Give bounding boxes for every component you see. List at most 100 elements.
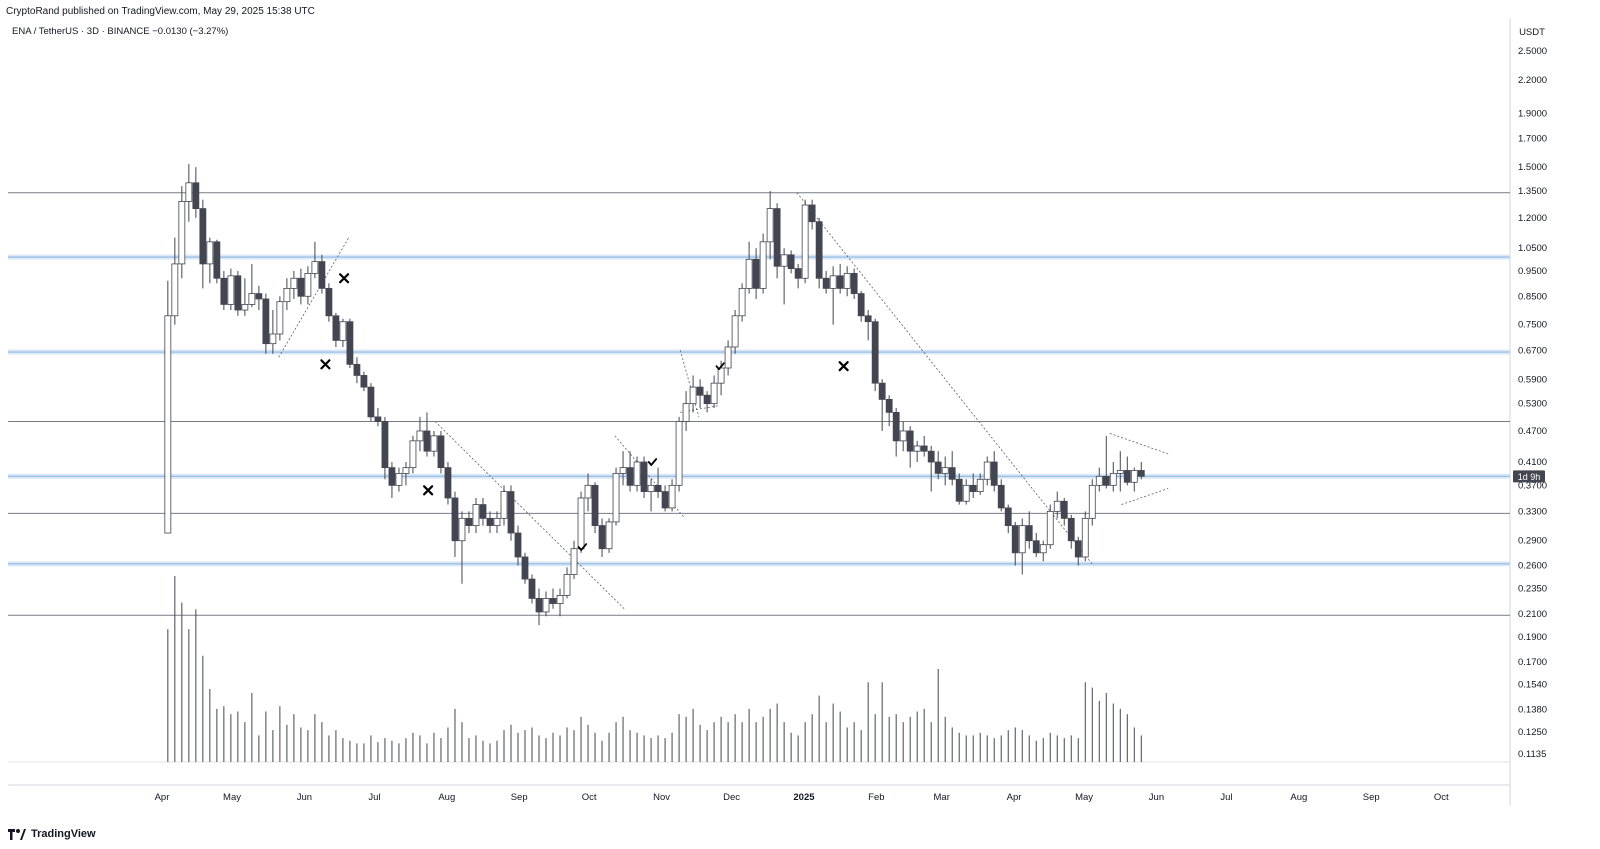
x-tick-label: Jul <box>368 792 380 803</box>
candle-body-49 <box>507 491 515 534</box>
candle-body-77 <box>703 394 711 405</box>
candle-body-120 <box>1004 507 1012 526</box>
candle-114 <box>962 479 970 505</box>
candle-body-9 <box>227 275 235 305</box>
candle-31 <box>381 416 389 480</box>
candle-body-105 <box>899 430 907 442</box>
candle-body-137 <box>1123 470 1131 483</box>
x-tick-label: Sep <box>1363 792 1380 803</box>
candle-94 <box>822 270 830 294</box>
candle-body-93 <box>815 221 823 279</box>
candle-body-2 <box>178 201 186 265</box>
candle-16 <box>276 296 284 341</box>
candle-26 <box>346 318 354 368</box>
candle-body-117 <box>983 461 991 480</box>
candle-body-60 <box>584 484 592 499</box>
candle-36 <box>416 416 424 452</box>
y-tick-label: 0.3300 <box>1518 506 1547 517</box>
candle-97 <box>843 266 851 297</box>
y-tick-label: 1.2000 <box>1518 213 1547 224</box>
candle-87 <box>773 203 781 279</box>
candle-body-57 <box>563 574 571 596</box>
candle-37 <box>423 412 431 457</box>
candle-28 <box>360 371 368 392</box>
candle-107 <box>913 440 921 463</box>
symbol-info: ENA / TetherUS · 3D · BINANCE −0.0130 (−… <box>12 26 229 37</box>
candle-body-118 <box>990 461 998 486</box>
candle-body-75 <box>689 386 697 405</box>
candle-body-64 <box>612 472 620 523</box>
candle-13 <box>255 285 263 311</box>
candle-63 <box>605 518 613 553</box>
candle-body-20 <box>304 272 312 297</box>
candle-body-62 <box>598 525 606 550</box>
candle-138 <box>1130 467 1138 492</box>
candle-91 <box>801 199 809 284</box>
candle-3 <box>185 164 193 222</box>
candle-body-103 <box>885 398 893 413</box>
candle-78 <box>710 375 718 408</box>
candle-body-125 <box>1039 544 1047 554</box>
candle-body-76 <box>696 386 704 396</box>
candle-body-122 <box>1018 525 1026 554</box>
y-tick-label: 0.3700 <box>1518 480 1547 491</box>
candle-20 <box>304 266 312 305</box>
candle-25 <box>339 318 347 347</box>
candle-body-42 <box>458 517 466 542</box>
candle-108 <box>920 435 928 457</box>
candle-body-39 <box>437 435 445 469</box>
candle-body-131 <box>1081 517 1089 558</box>
candle-24 <box>332 312 340 347</box>
candle-39 <box>437 430 445 474</box>
candle-body-67 <box>633 461 641 486</box>
y-tick-label: 0.1900 <box>1518 632 1547 643</box>
markers <box>320 273 849 551</box>
x-tick-label: May <box>1075 792 1093 803</box>
candle-58 <box>570 540 578 580</box>
y-tick-label: 0.2350 <box>1518 584 1547 595</box>
candle-44 <box>472 497 480 534</box>
candle-59 <box>577 491 585 553</box>
candle-body-112 <box>948 467 956 480</box>
candle-body-51 <box>521 556 529 580</box>
cross-marker-icon <box>423 485 434 496</box>
candle-body-23 <box>325 287 333 317</box>
candle-88 <box>780 248 788 305</box>
candle-1 <box>171 237 179 325</box>
candle-121 <box>1011 521 1019 566</box>
candle-69 <box>647 479 655 512</box>
candle-60 <box>584 473 592 512</box>
y-tick-label: 0.1250 <box>1518 727 1547 738</box>
y-tick-label: 0.1380 <box>1518 705 1547 716</box>
candle-body-58 <box>570 548 578 575</box>
check-marker-icon <box>577 543 588 551</box>
candle-body-91 <box>801 204 809 279</box>
candle-body-6 <box>206 241 214 265</box>
x-tick-label: Dec <box>723 792 740 803</box>
candle-129 <box>1067 514 1075 549</box>
candle-body-92 <box>808 204 816 223</box>
x-tick-label: Nov <box>653 792 670 803</box>
candle-body-7 <box>213 241 221 279</box>
candle-body-30 <box>374 416 382 422</box>
candle-15 <box>269 310 277 354</box>
candle-body-43 <box>465 517 473 526</box>
candle-body-59 <box>577 497 585 550</box>
candle-130 <box>1074 536 1082 566</box>
candle-body-101 <box>871 321 879 384</box>
candle-105 <box>899 421 907 452</box>
y-tick-label: 0.1135 <box>1518 749 1546 760</box>
candle-127 <box>1053 491 1061 519</box>
candle-body-127 <box>1053 500 1061 512</box>
candle-119 <box>997 479 1005 512</box>
candle-body-99 <box>857 293 865 317</box>
candle-10 <box>234 270 242 316</box>
candle-118 <box>990 451 998 492</box>
trendline-6 <box>1109 433 1169 455</box>
candle-body-22 <box>318 261 326 289</box>
candle-body-47 <box>493 517 501 526</box>
candle-body-128 <box>1060 500 1068 519</box>
candle-body-109 <box>927 450 935 463</box>
x-tick-label: Mar <box>934 792 950 803</box>
